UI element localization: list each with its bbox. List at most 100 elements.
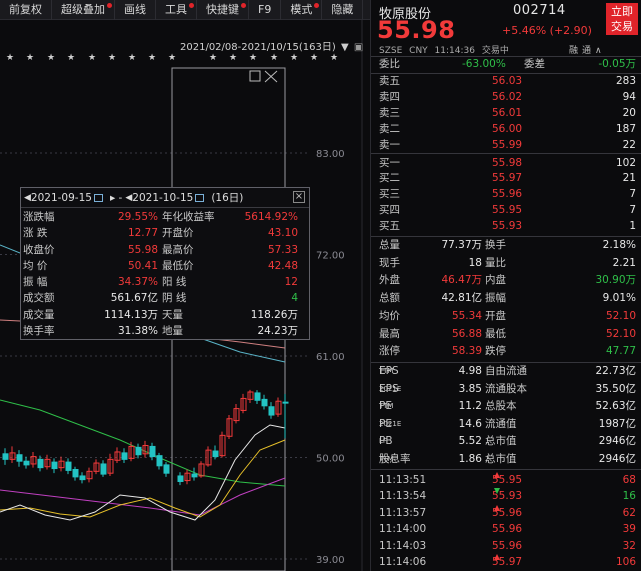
dropdown-arrow-icon[interactable]: ▼ [340, 42, 349, 53]
stat-value: 24.23万 [257, 325, 298, 338]
start-date[interactable]: 2021-09-15 [30, 191, 92, 204]
last-price: 55.98 [377, 16, 456, 44]
toolbar-button-6[interactable]: 模式 [281, 0, 323, 20]
toolbar-button-0[interactable]: 前复权 [0, 0, 52, 20]
candle-up[interactable] [219, 434, 226, 457]
stat-label: 最低价 [162, 259, 194, 272]
candle-down[interactable] [2, 453, 9, 460]
order-book-row[interactable]: 买三 55.96 7 [371, 187, 641, 203]
tick-row[interactable]: 11:13:51 55.95 68 [371, 472, 641, 488]
candle-up[interactable] [128, 445, 135, 459]
candle-down[interactable] [191, 473, 198, 478]
toolbar-button-2[interactable]: 画线 [115, 0, 156, 20]
stat-value: 55.98 [127, 243, 158, 256]
toolbar-button-5[interactable]: F9 [249, 0, 282, 20]
candle-down[interactable] [163, 464, 170, 474]
candle-up[interactable] [198, 463, 205, 477]
candle-down[interactable] [156, 455, 163, 467]
candle-up[interactable] [275, 400, 282, 415]
toolbar-button-7[interactable]: 隐藏 [322, 0, 364, 20]
label-text: 总市值 [485, 435, 517, 448]
popup-header: ◀ 2021-09-15 ▸ - ◀ 2021-10-15 (16日) [21, 188, 309, 208]
candle-down[interactable] [261, 398, 268, 407]
stat-label: 成交量 [23, 308, 55, 321]
trade-now-button[interactable]: 立即 交易 [606, 3, 638, 35]
candle-down[interactable] [23, 460, 30, 466]
candle-up[interactable] [240, 397, 247, 411]
candle-down[interactable] [72, 468, 79, 478]
popup-stats-grid: 涨跌幅 29.55% 年化收益率 5614.92% 涨 跌 12.77 开盘价 43.10 收盘… [21, 208, 309, 339]
level-volume: 102 [615, 156, 636, 169]
candle-up[interactable] [114, 451, 121, 461]
candle-down[interactable] [65, 461, 72, 471]
toolbar-button-1[interactable]: 超级叠加 [52, 0, 115, 20]
fundamental-row: PB LF 5.52 总市值 1 2946亿 [371, 434, 641, 450]
candle-up[interactable] [9, 452, 16, 460]
candle-up[interactable] [205, 449, 212, 466]
tick-row[interactable]: 11:13:54 55.93 16 [371, 488, 641, 504]
stat-value: 31.38% [117, 325, 158, 338]
tick-row[interactable]: 11:13:57 55.96 62 [371, 504, 641, 521]
order-book-row[interactable]: 卖二 56.00 187 [371, 122, 641, 138]
candle-down[interactable] [37, 458, 44, 469]
toolbar-button-label: F9 [258, 2, 272, 16]
candle-down[interactable] [282, 401, 289, 404]
order-book-row[interactable]: 买五 55.93 1 [371, 219, 641, 235]
calendar-icon[interactable] [195, 193, 205, 202]
candle-down[interactable] [135, 446, 142, 456]
candle-down[interactable] [100, 463, 107, 475]
candle-up[interactable] [184, 472, 191, 482]
stat-label: 换手率 [23, 325, 55, 338]
kline-chart-area[interactable]: 83.00 72.00 61.00 50.00 39.00 ★ ★ ★ ★ ★ ★ ★ ★ ★ ★ ★ ★ ★ ★ ★… [0, 20, 366, 571]
order-book-row[interactable]: 卖三 56.01 20 [371, 106, 641, 122]
candle-down[interactable] [212, 450, 219, 458]
close-icon[interactable]: × [293, 191, 305, 203]
order-book-row[interactable]: 卖五 56.03 283 [371, 74, 641, 90]
tick-row[interactable]: 11:14:06 55.97 106 [371, 554, 641, 570]
label-superscript: LF [379, 437, 387, 446]
kline-chart[interactable]: 83.00 72.00 61.00 50.00 39.00 ★ ★ ★ ★ ★ ★ ★ ★ ★ ★ ★ ★ ★ ★ ★… [0, 20, 366, 571]
candle-down[interactable] [177, 475, 184, 482]
stat-label: 内盘 [485, 274, 506, 287]
candle-down[interactable] [149, 445, 156, 458]
margin-connect-icons[interactable]: 融通∧ [569, 46, 606, 56]
candle-down[interactable] [79, 475, 86, 481]
order-book-row[interactable]: 买一 55.98 102 [371, 156, 641, 172]
candle-up[interactable] [30, 456, 37, 465]
tick-time: 11:13:51 [379, 474, 427, 486]
stats-row: 现手 18 量比 2.21 [371, 256, 641, 272]
marker-star-icon: ★ [168, 53, 176, 63]
candle-up[interactable] [44, 458, 51, 468]
lock-icon[interactable]: ▣ [353, 42, 364, 53]
toolbar-button-4[interactable]: 快捷键 [197, 0, 249, 20]
candle-up[interactable] [226, 418, 233, 437]
arrow-up-icon [494, 504, 500, 511]
candle-down[interactable] [254, 392, 261, 401]
candle-up[interactable] [247, 391, 254, 400]
candle-down[interactable] [268, 406, 275, 416]
toolbar-button-3[interactable]: 工具 [156, 0, 197, 20]
tick-row[interactable]: 11:14:03 55.96 32 [371, 538, 641, 554]
candle-down[interactable] [121, 452, 128, 460]
price-axis-tick: 83.00 [316, 149, 345, 160]
end-date[interactable]: 2021-10-15 [132, 191, 194, 204]
order-book-row[interactable]: 卖四 56.02 94 [371, 90, 641, 106]
candle-up[interactable] [142, 445, 149, 455]
tick-row[interactable]: 11:14:00 55.96 39 [371, 521, 641, 537]
fundamental-value: 52.63亿 [595, 400, 636, 413]
candle-down[interactable] [16, 454, 23, 462]
candle-up[interactable] [107, 458, 114, 474]
level-price: 55.98 [492, 156, 523, 169]
candle-down[interactable] [51, 461, 58, 470]
candle-up[interactable] [233, 408, 240, 422]
toolbar-button-label: 超级叠加 [61, 2, 105, 16]
label-text: 流通值 [485, 417, 517, 430]
candle-up[interactable] [58, 460, 65, 469]
level-volume: 22 [622, 138, 636, 151]
candle-up[interactable] [93, 462, 100, 472]
calendar-icon[interactable] [93, 193, 103, 202]
order-book-row[interactable]: 买二 55.97 21 [371, 171, 641, 187]
order-book-row[interactable]: 卖一 55.99 22 [371, 138, 641, 154]
order-book-row[interactable]: 买四 55.95 7 [371, 203, 641, 219]
candle-up[interactable] [86, 470, 93, 480]
